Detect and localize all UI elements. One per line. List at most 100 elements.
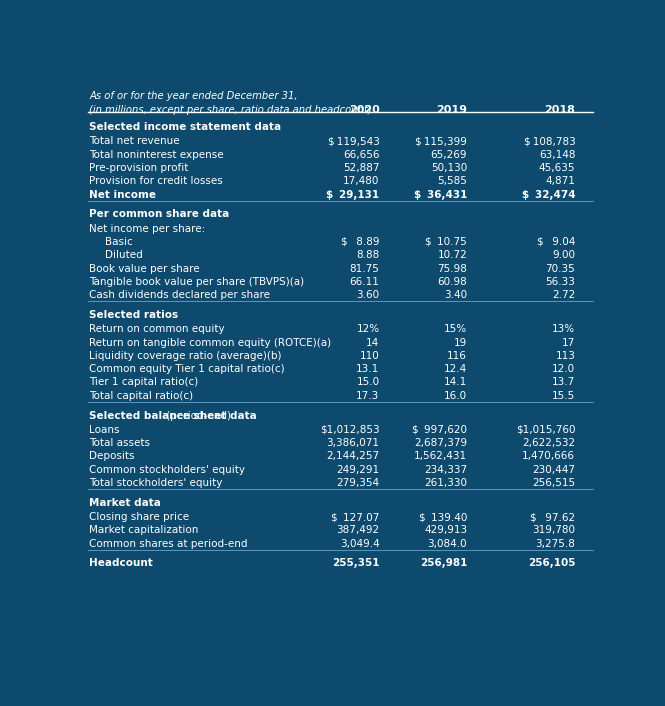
Text: Loans: Loans [89, 425, 120, 435]
Text: Total noninterest expense: Total noninterest expense [89, 150, 224, 160]
Text: Total assets: Total assets [89, 438, 150, 448]
Text: 13.1: 13.1 [356, 364, 380, 374]
Text: Diluted: Diluted [105, 250, 142, 261]
Text: 255,351: 255,351 [332, 558, 380, 568]
Text: Selected balance sheet data: Selected balance sheet data [89, 411, 257, 421]
Text: $  139.40: $ 139.40 [419, 512, 467, 522]
Text: 2,622,532: 2,622,532 [522, 438, 575, 448]
Text: 2019: 2019 [436, 104, 467, 115]
Text: Common shares at period-end: Common shares at period-end [89, 539, 248, 549]
Text: 2020: 2020 [348, 104, 380, 115]
Text: 52,887: 52,887 [343, 163, 380, 173]
Text: 17: 17 [562, 337, 575, 347]
Text: 387,492: 387,492 [336, 525, 380, 535]
Text: 15.5: 15.5 [552, 391, 575, 401]
Text: 2,687,379: 2,687,379 [414, 438, 467, 448]
Text: Closing share price: Closing share price [89, 512, 190, 522]
Text: 56.33: 56.33 [545, 277, 575, 287]
Text: 12.4: 12.4 [444, 364, 467, 374]
Text: 9.00: 9.00 [553, 250, 575, 261]
Text: 110: 110 [360, 351, 380, 361]
Text: 249,291: 249,291 [336, 465, 380, 474]
Text: 5,585: 5,585 [437, 176, 467, 186]
Text: Deposits: Deposits [89, 451, 135, 462]
Text: 261,330: 261,330 [424, 478, 467, 488]
Text: 1,562,431: 1,562,431 [414, 451, 467, 462]
Text: Tier 1 capital ratio(c): Tier 1 capital ratio(c) [89, 378, 199, 388]
Text: $   97.62: $ 97.62 [530, 512, 575, 522]
Text: 45,635: 45,635 [539, 163, 575, 173]
Text: $ 115,399: $ 115,399 [415, 136, 467, 146]
Text: (period-end): (period-end) [163, 411, 231, 421]
Text: 3,049.4: 3,049.4 [340, 539, 380, 549]
Text: 13%: 13% [552, 324, 575, 334]
Text: 4,871: 4,871 [545, 176, 575, 186]
Text: 3,386,071: 3,386,071 [327, 438, 380, 448]
Text: 75.98: 75.98 [437, 263, 467, 273]
Text: 3,275.8: 3,275.8 [535, 539, 575, 549]
Text: 14.1: 14.1 [444, 378, 467, 388]
Text: $1,015,760: $1,015,760 [516, 425, 575, 435]
Text: Basic: Basic [105, 237, 132, 247]
Text: Headcount: Headcount [89, 558, 153, 568]
Text: As of or for the year ended December 31,: As of or for the year ended December 31, [89, 91, 298, 101]
Text: 8.88: 8.88 [356, 250, 380, 261]
Text: 3.40: 3.40 [444, 290, 467, 300]
Text: 10.72: 10.72 [438, 250, 467, 261]
Text: 256,105: 256,105 [528, 558, 575, 568]
Text: 256,515: 256,515 [532, 478, 575, 488]
Text: 65,269: 65,269 [430, 150, 467, 160]
Text: 12.0: 12.0 [552, 364, 575, 374]
Text: $ 108,783: $ 108,783 [523, 136, 575, 146]
Text: 279,354: 279,354 [336, 478, 380, 488]
Text: 234,337: 234,337 [424, 465, 467, 474]
Text: 16.0: 16.0 [444, 391, 467, 401]
Text: 113: 113 [555, 351, 575, 361]
Text: 70.35: 70.35 [545, 263, 575, 273]
Text: Net income: Net income [89, 190, 156, 200]
Text: $  32,474: $ 32,474 [521, 190, 575, 200]
Text: $  127.07: $ 127.07 [331, 512, 380, 522]
Text: 17,480: 17,480 [343, 176, 380, 186]
Text: 1,470,666: 1,470,666 [522, 451, 575, 462]
Text: 256,981: 256,981 [420, 558, 467, 568]
Text: 19: 19 [454, 337, 467, 347]
Text: 319,780: 319,780 [532, 525, 575, 535]
Text: Market data: Market data [89, 498, 161, 508]
Text: Selected ratios: Selected ratios [89, 310, 178, 320]
Text: 81.75: 81.75 [350, 263, 380, 273]
Text: $  997,620: $ 997,620 [412, 425, 467, 435]
Text: 66,656: 66,656 [343, 150, 380, 160]
Text: $   8.89: $ 8.89 [341, 237, 380, 247]
Text: Tangible book value per share (TBVPS)(a): Tangible book value per share (TBVPS)(a) [89, 277, 305, 287]
Text: 63,148: 63,148 [539, 150, 575, 160]
Text: Total net revenue: Total net revenue [89, 136, 180, 146]
Text: 3,084.0: 3,084.0 [428, 539, 467, 549]
Text: 15%: 15% [444, 324, 467, 334]
Text: Per common share data: Per common share data [89, 210, 229, 220]
Text: $ 119,543: $ 119,543 [328, 136, 380, 146]
Text: Net income per share:: Net income per share: [89, 224, 205, 234]
Text: Total stockholders' equity: Total stockholders' equity [89, 478, 223, 488]
Text: Common stockholders' equity: Common stockholders' equity [89, 465, 245, 474]
Text: 13.7: 13.7 [552, 378, 575, 388]
Text: 2.72: 2.72 [552, 290, 575, 300]
Text: $1,012,853: $1,012,853 [320, 425, 380, 435]
Text: Selected income statement data: Selected income statement data [89, 122, 281, 132]
Text: 50,130: 50,130 [431, 163, 467, 173]
Text: 66.11: 66.11 [350, 277, 380, 287]
Text: 429,913: 429,913 [424, 525, 467, 535]
Text: (in millions, except per share, ratio data and headcount): (in millions, except per share, ratio da… [89, 104, 372, 115]
Text: $   9.04: $ 9.04 [537, 237, 575, 247]
Text: Return on tangible common equity (ROTCE)(a): Return on tangible common equity (ROTCE)… [89, 337, 331, 347]
Text: 2,144,257: 2,144,257 [327, 451, 380, 462]
Text: $  29,131: $ 29,131 [327, 190, 380, 200]
Text: $  36,431: $ 36,431 [414, 190, 467, 200]
Text: 3.60: 3.60 [356, 290, 380, 300]
Text: 116: 116 [447, 351, 467, 361]
Text: Book value per share: Book value per share [89, 263, 200, 273]
Text: 15.0: 15.0 [356, 378, 380, 388]
Text: 12%: 12% [356, 324, 380, 334]
Text: Cash dividends declared per share: Cash dividends declared per share [89, 290, 270, 300]
Text: $  10.75: $ 10.75 [426, 237, 467, 247]
